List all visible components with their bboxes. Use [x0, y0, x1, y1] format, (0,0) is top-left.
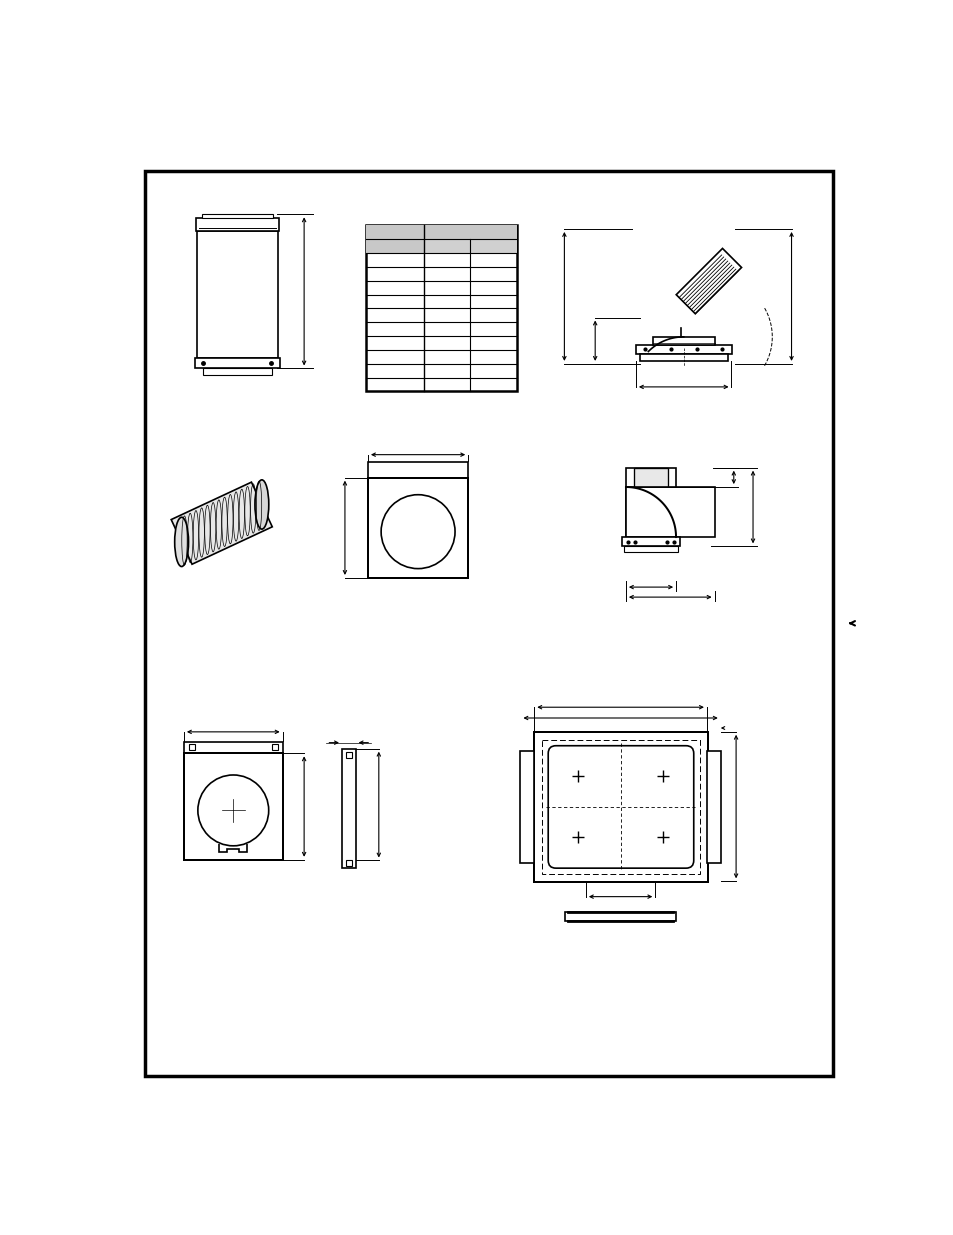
- Bar: [184, 742, 282, 753]
- Bar: [366, 225, 517, 390]
- Bar: [197, 231, 277, 358]
- Polygon shape: [171, 482, 272, 564]
- Bar: [195, 217, 279, 231]
- Circle shape: [197, 776, 269, 846]
- Bar: [534, 732, 707, 882]
- Bar: [639, 353, 728, 362]
- Bar: [652, 337, 714, 345]
- Bar: [184, 753, 282, 860]
- Bar: [623, 546, 678, 552]
- Polygon shape: [676, 248, 740, 314]
- Bar: [621, 537, 679, 546]
- Bar: [564, 911, 676, 921]
- Bar: [341, 748, 355, 868]
- Bar: [633, 468, 668, 537]
- Bar: [203, 368, 272, 374]
- Bar: [636, 345, 732, 353]
- Bar: [424, 240, 517, 253]
- Bar: [366, 225, 517, 253]
- Ellipse shape: [174, 517, 189, 567]
- Bar: [706, 751, 720, 863]
- Bar: [368, 462, 468, 478]
- Ellipse shape: [254, 480, 269, 529]
- Bar: [541, 740, 700, 874]
- Bar: [194, 358, 280, 368]
- FancyBboxPatch shape: [548, 746, 693, 868]
- Bar: [201, 215, 274, 217]
- Circle shape: [381, 495, 455, 568]
- Bar: [368, 478, 468, 578]
- Bar: [520, 751, 534, 863]
- Bar: [625, 487, 714, 537]
- Bar: [625, 468, 676, 537]
